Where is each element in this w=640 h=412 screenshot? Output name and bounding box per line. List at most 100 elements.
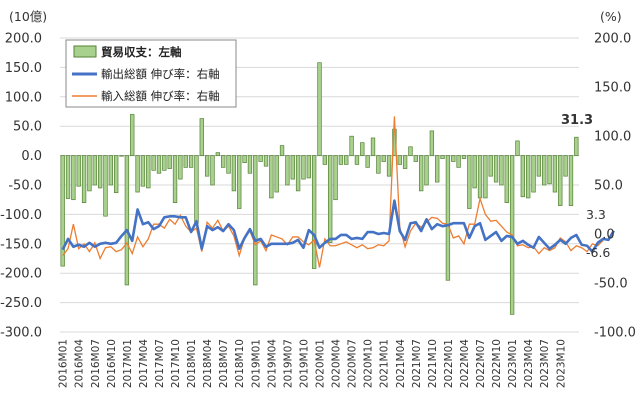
bar-balance [130, 114, 135, 156]
bar-balance [172, 155, 178, 203]
bar-balance [188, 155, 194, 168]
x-tick-label: 2022M01 [443, 339, 455, 388]
bar-balance [574, 136, 579, 156]
bar-balance [92, 155, 97, 186]
bar-balance [547, 155, 552, 185]
x-tick-label: 2017M04 [138, 339, 150, 388]
y-right-tick-label: 50.0 [594, 179, 623, 194]
bar-balance [435, 155, 440, 183]
bar-balance [386, 155, 392, 177]
bar-balance [365, 155, 370, 168]
line-export [61, 199, 615, 253]
x-tick-label: 2016M01 [58, 339, 70, 388]
y-right-tick-label: 0.0 [594, 228, 615, 243]
bar-balance [242, 155, 247, 164]
bar-balance [461, 155, 467, 159]
bar-balance [515, 140, 520, 156]
bar-balance [306, 155, 311, 179]
bar-balance [525, 155, 531, 199]
bar-balance [119, 155, 124, 157]
bars-balance [60, 62, 579, 315]
right-axis-unit: (%) [600, 9, 622, 24]
x-tick-label: 2020M01 [315, 339, 327, 388]
bar-balance [114, 155, 119, 193]
x-tick-label: 2020M07 [347, 339, 359, 388]
x-tick-label: 2016M10 [106, 339, 118, 388]
bar-balance [568, 155, 574, 206]
bar-balance [558, 155, 563, 206]
bar-balance [156, 155, 162, 174]
bar-balance [552, 155, 558, 193]
bar-balance [124, 155, 130, 286]
bar-balance [103, 155, 108, 217]
bar-balance [279, 145, 285, 156]
x-tick-label: 2019M07 [282, 339, 294, 388]
bar-balance [167, 155, 172, 169]
bar-balance [97, 155, 103, 189]
bar-balance [183, 155, 188, 168]
x-tick-label: 2019M04 [266, 339, 278, 388]
left-axis-unit: (10億) [9, 9, 47, 24]
x-tick-label: 2018M10 [234, 339, 246, 388]
bar-balance [231, 155, 237, 192]
x-tick-label: 2021M10 [427, 339, 439, 388]
bar-balance [483, 155, 488, 199]
bar-balance [285, 155, 290, 186]
x-tick-label: 2022M07 [475, 339, 487, 388]
y-left-tick-label: 50.0 [13, 120, 42, 135]
y-left-tick-label: -50.0 [8, 179, 42, 194]
bar-balance [162, 155, 167, 171]
legend-label-bar: 貿易収支：左軸 [101, 45, 182, 59]
bar-balance [354, 155, 360, 165]
bar-balance [108, 155, 114, 186]
bar-balance [221, 155, 226, 168]
bar-balance [81, 155, 87, 203]
bar-balance [531, 155, 536, 193]
bar-balance [274, 155, 279, 193]
x-tick-label: 2018M01 [186, 339, 198, 388]
bar-balance [504, 155, 509, 203]
bar-balance [204, 155, 210, 177]
y-right-tick-label: 200.0 [594, 32, 631, 47]
bar-balance [402, 155, 408, 169]
data-label-balance-last: 31.3 [561, 113, 593, 128]
bar-balance [424, 155, 429, 186]
bar-balance [418, 155, 424, 192]
bar-balance [71, 155, 76, 201]
bar-balance [87, 155, 92, 192]
bar-balance [542, 155, 547, 186]
bar-balance [381, 155, 386, 162]
bar-balance [413, 155, 418, 162]
bar-balance [360, 142, 365, 156]
x-tick-label: 2018M07 [218, 339, 230, 388]
x-tick-label: 2017M07 [154, 339, 166, 388]
bar-balance [253, 155, 258, 286]
bar-balance [333, 155, 338, 201]
y-left-tick-label: -300.0 [0, 326, 42, 341]
y-left-tick-label: 100.0 [5, 90, 42, 105]
lines [61, 116, 615, 268]
bar-balance [472, 155, 477, 189]
bar-balance [440, 155, 445, 159]
data-label-export-last: 3.3 [586, 207, 606, 222]
bar-balance [237, 155, 242, 209]
x-tick-label: 2018M04 [202, 339, 214, 388]
y-left-tick-label: 200.0 [5, 32, 42, 47]
bar-balance [520, 155, 525, 198]
bar-balance [140, 155, 146, 187]
bar-balance [429, 130, 435, 156]
x-tick-label: 2017M10 [170, 339, 182, 388]
x-tick-label: 2019M01 [250, 339, 262, 388]
x-tick-label: 2021M04 [395, 339, 407, 388]
bar-balance [146, 155, 151, 189]
y-right-tick-label: -50.0 [594, 277, 628, 292]
bar-balance [397, 155, 402, 165]
x-tick-label: 2021M01 [379, 339, 391, 388]
bar-balance [317, 62, 322, 156]
bar-balance [536, 155, 542, 177]
bar-balance [295, 155, 301, 192]
bar-balance [194, 155, 199, 224]
x-tick-label: 2020M04 [331, 339, 343, 388]
x-tick-label: 2020M10 [363, 339, 375, 388]
